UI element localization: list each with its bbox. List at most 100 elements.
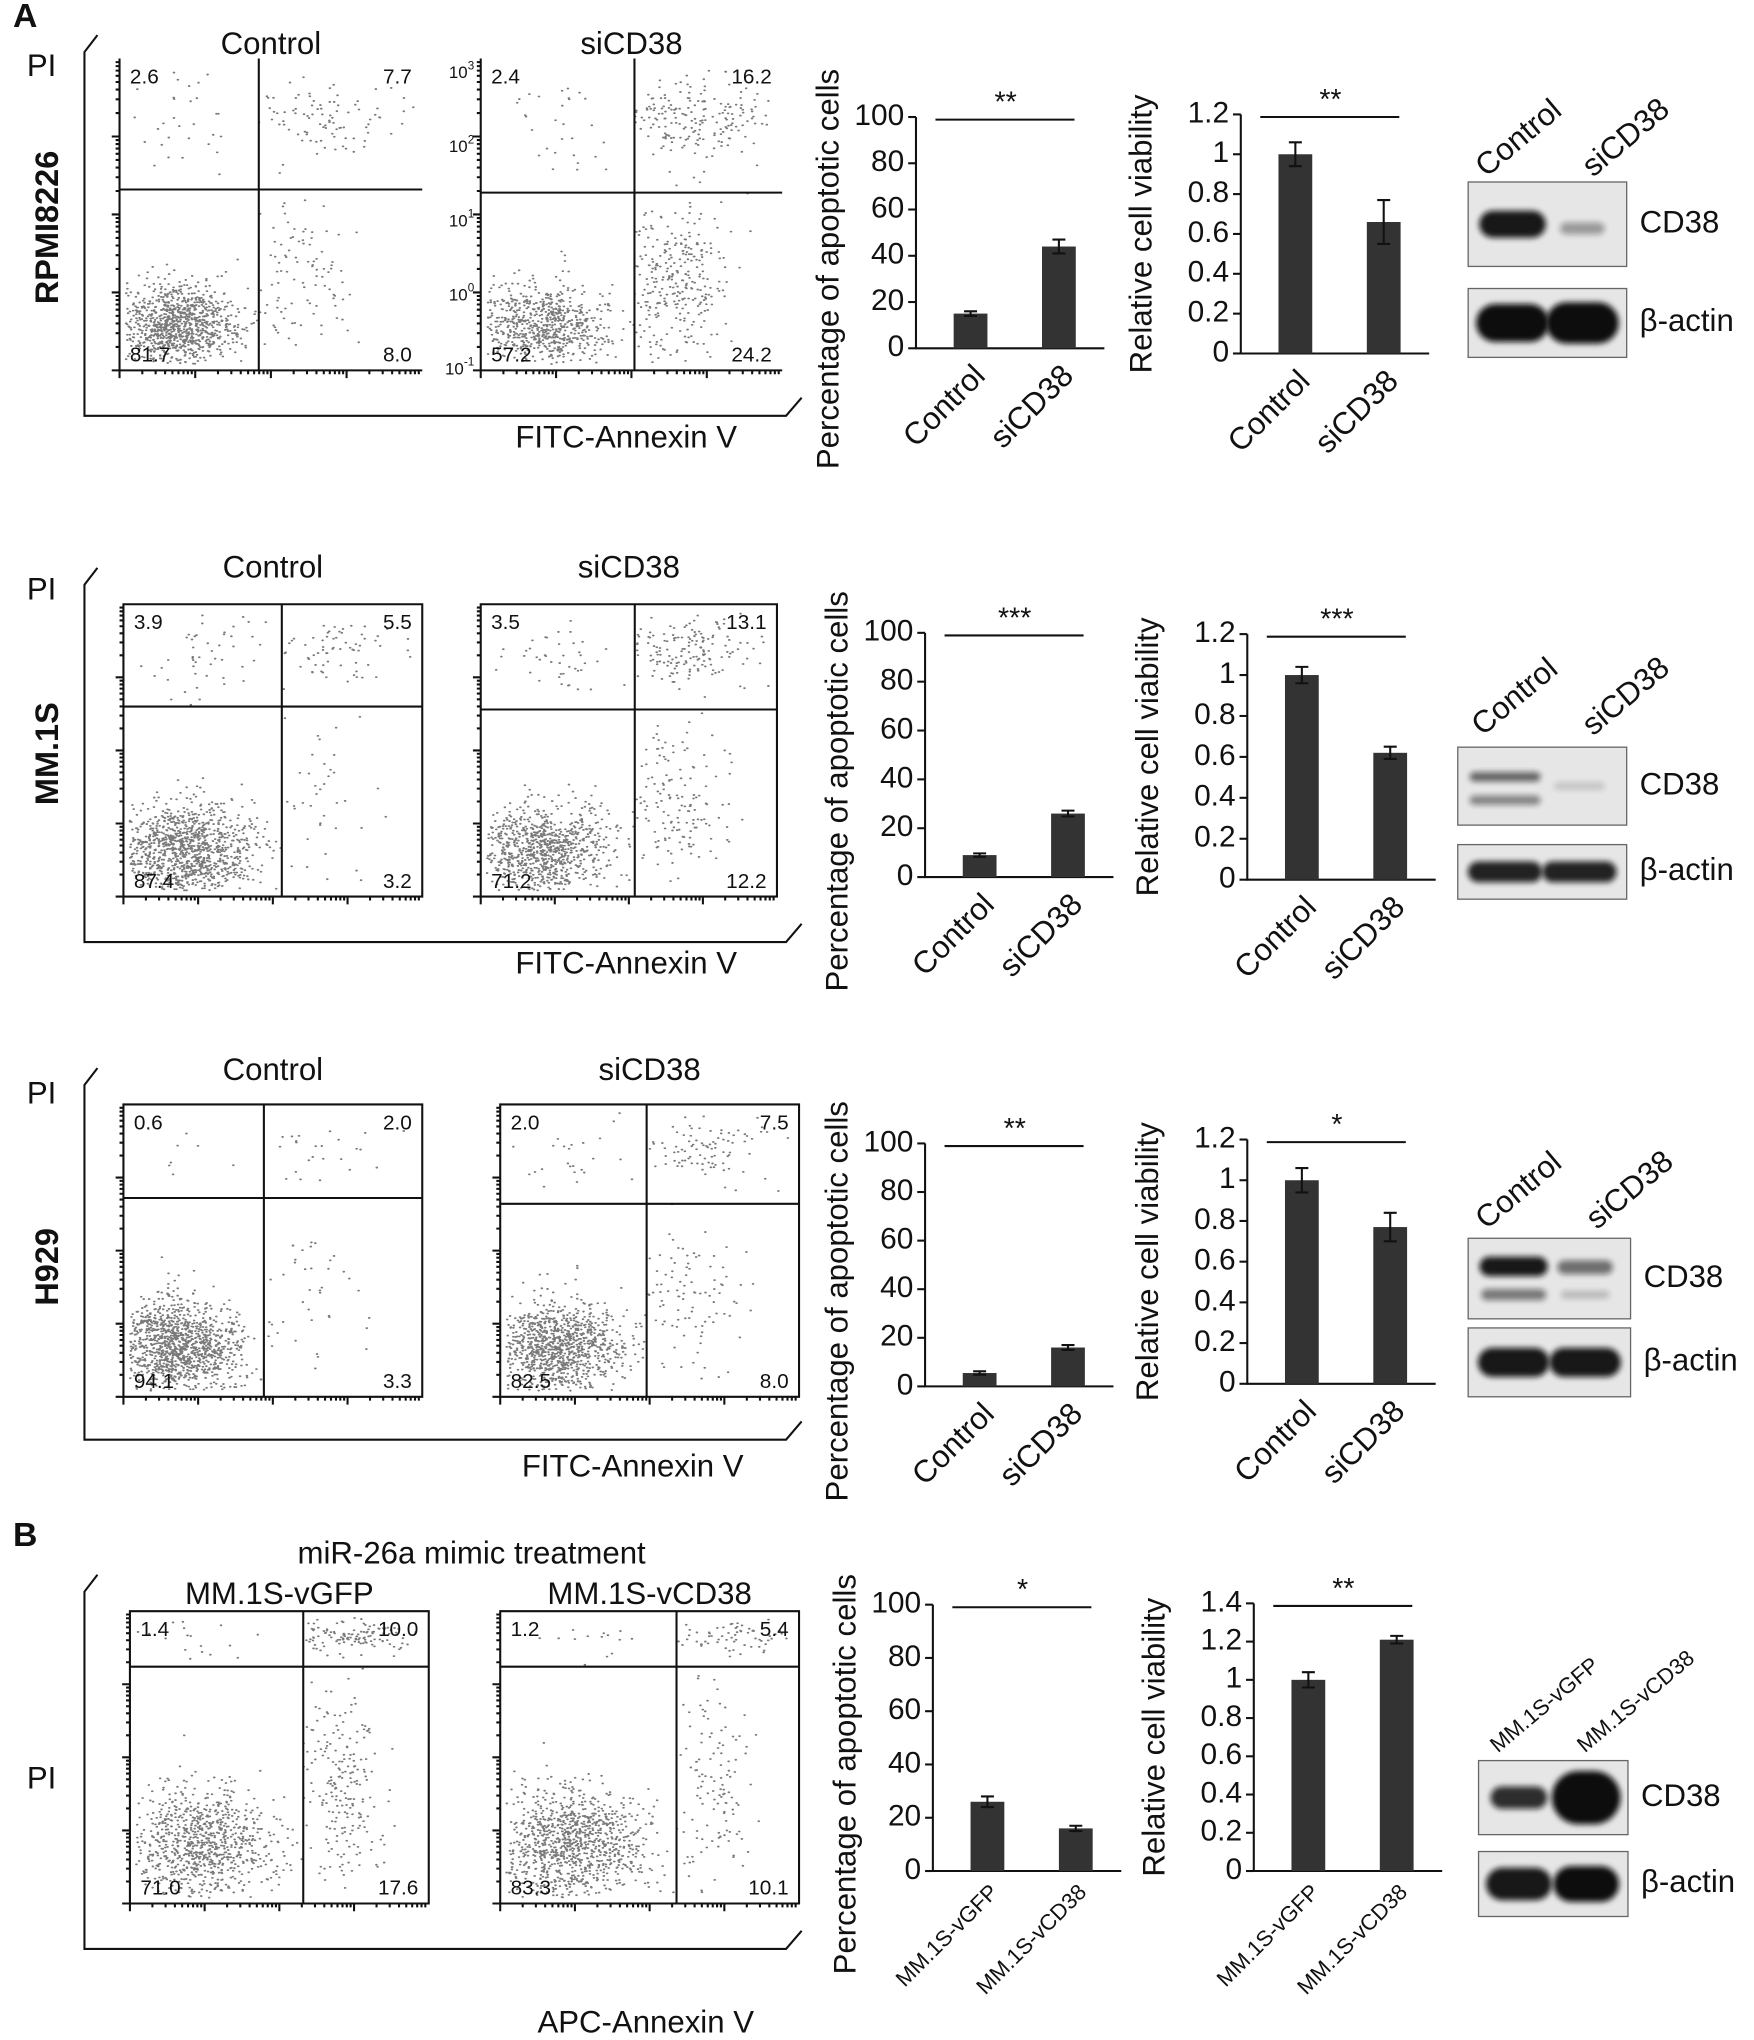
band-label: β-actin	[1640, 303, 1734, 338]
quadrant-percent: 94.1	[134, 1370, 174, 1393]
flow-frame	[479, 603, 778, 898]
tick-exponent: 1	[468, 208, 475, 221]
axis-line	[914, 117, 1105, 350]
event-cloud	[538, 1629, 634, 1666]
blot-band	[1469, 772, 1541, 782]
tick-base: 10	[449, 64, 468, 83]
flow-title: siCD38	[599, 1052, 701, 1087]
bar	[962, 855, 997, 878]
y-tick-label: 0	[1212, 335, 1229, 368]
blot-band	[1490, 1786, 1548, 1809]
y-tick-label: 100	[854, 99, 904, 132]
blot-band	[1479, 210, 1546, 238]
x-tick-label: siCD38	[992, 886, 1089, 983]
blot-band	[1553, 1866, 1620, 1902]
y-tick-label: 1	[1225, 1662, 1242, 1695]
y-tick-label: 1.4	[1201, 1585, 1243, 1618]
y-tick-label: 0.6	[1194, 1244, 1236, 1277]
quadrant-percent: 8.0	[383, 344, 412, 367]
blot-band	[1542, 861, 1617, 883]
x-tick-label: siCD38	[1314, 889, 1411, 986]
quadrant-percent: 87.4	[134, 870, 174, 893]
error-bar	[1288, 141, 1302, 168]
flow-y-tick-label: 100	[449, 282, 475, 305]
tick-exponent: 0	[468, 282, 475, 295]
flow-frame	[128, 1610, 430, 1905]
event-cloud	[128, 1256, 263, 1392]
cell-line-label: MM.1S	[29, 702, 65, 805]
y-tick-label: 0	[1219, 862, 1236, 895]
bar	[1042, 246, 1076, 349]
error-bar	[1052, 238, 1066, 255]
tick-base: 10	[445, 360, 464, 379]
y-tick-label: 40	[880, 1271, 913, 1304]
flow-axes	[83, 34, 803, 417]
event-cloud	[494, 619, 626, 691]
quadrant-percent: 24.2	[731, 344, 771, 367]
bar	[962, 1373, 997, 1387]
band-label: CD38	[1640, 204, 1720, 239]
y-axis-title: Relative cell viability	[1124, 94, 1159, 373]
quadrant-percent: 57.2	[491, 344, 531, 367]
event-cloud	[265, 76, 415, 174]
event-cloud	[677, 1618, 788, 1658]
y-tick-label: 80	[880, 664, 913, 697]
y-tick-label: 0.2	[1188, 296, 1230, 329]
tick-base: 10	[449, 138, 468, 157]
flow-ticks	[115, 1106, 420, 1405]
event-cloud	[282, 624, 412, 690]
event-cloud	[515, 87, 608, 171]
y-tick-label: 40	[888, 1746, 921, 1779]
tick-base: 10	[449, 286, 468, 305]
quadrant-percent: 71.2	[491, 870, 531, 893]
y-tick-label: 0.8	[1194, 1203, 1236, 1236]
y-tick-label: 1	[1219, 1162, 1236, 1195]
y-tick-label: 0.4	[1201, 1776, 1243, 1809]
flow-axes	[83, 567, 803, 944]
event-cloud	[128, 777, 282, 892]
bar	[1058, 1828, 1093, 1872]
blot-band	[1477, 1347, 1550, 1377]
bar	[1284, 1180, 1319, 1384]
event-cloud	[258, 199, 361, 346]
quadrant-percent: 7.5	[760, 1111, 789, 1134]
y-axis-title: Percentage of apoptotic cells	[820, 591, 855, 991]
blot-band	[1479, 1256, 1548, 1277]
band-label: CD38	[1644, 1259, 1724, 1294]
event-cloud	[135, 1734, 303, 1899]
y-tick-label: 0.4	[1194, 780, 1236, 813]
flow-y-tick-label: 101	[449, 208, 474, 231]
significance-label: **	[1004, 1113, 1026, 1145]
tick-exponent: 2	[468, 133, 475, 146]
quadrant-percent: 2.6	[130, 66, 159, 89]
y-tick-label: 0.2	[1194, 1325, 1236, 1358]
error-bar	[1061, 1344, 1075, 1351]
x-tick-label: siCD38	[983, 358, 1080, 455]
error-bar	[1295, 1166, 1309, 1194]
y-tick-label: 60	[880, 712, 913, 745]
bar	[1373, 752, 1408, 880]
flow-axes	[83, 1574, 803, 1951]
flow-title: siCD38	[578, 549, 680, 584]
y-tick-label: 60	[871, 191, 904, 224]
y-tick-label: 60	[880, 1223, 913, 1256]
error-bar	[1295, 665, 1309, 685]
quadrant-percent: 16.2	[731, 66, 771, 89]
y-tick-label: 1.2	[1188, 96, 1230, 129]
bar	[953, 313, 988, 349]
y-tick-label: 0.8	[1194, 698, 1236, 731]
quadrant-percent: 71.0	[140, 1877, 180, 1900]
event-cloud	[278, 1130, 406, 1182]
x-tick-label: siCD38	[992, 1396, 1089, 1493]
x-axis-label: FITC-Annexin V	[515, 419, 737, 454]
error-bar	[1390, 1634, 1404, 1645]
y-axis-title: Percentage of apoptotic cells	[810, 69, 845, 469]
y-tick-label: 100	[871, 1587, 921, 1620]
y-tick-label: 0.8	[1188, 176, 1230, 209]
event-cloud	[505, 1264, 647, 1392]
quadrant-percent: 1.2	[511, 1618, 540, 1641]
x-axis-label: FITC-Annexin V	[522, 1448, 744, 1483]
bar	[970, 1801, 1005, 1872]
y-tick-label: 0.4	[1194, 1284, 1236, 1317]
